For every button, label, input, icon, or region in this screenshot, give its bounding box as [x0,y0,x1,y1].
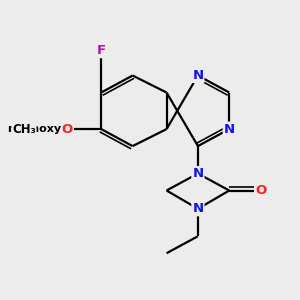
Text: N: N [192,202,203,215]
Text: methoxy: methoxy [8,124,62,134]
Text: F: F [97,44,106,57]
Text: N: N [192,69,203,82]
Text: CH₃: CH₃ [12,123,36,136]
Text: N: N [224,123,235,136]
Text: O: O [255,184,266,197]
Text: N: N [192,167,203,180]
Text: O: O [61,123,73,136]
